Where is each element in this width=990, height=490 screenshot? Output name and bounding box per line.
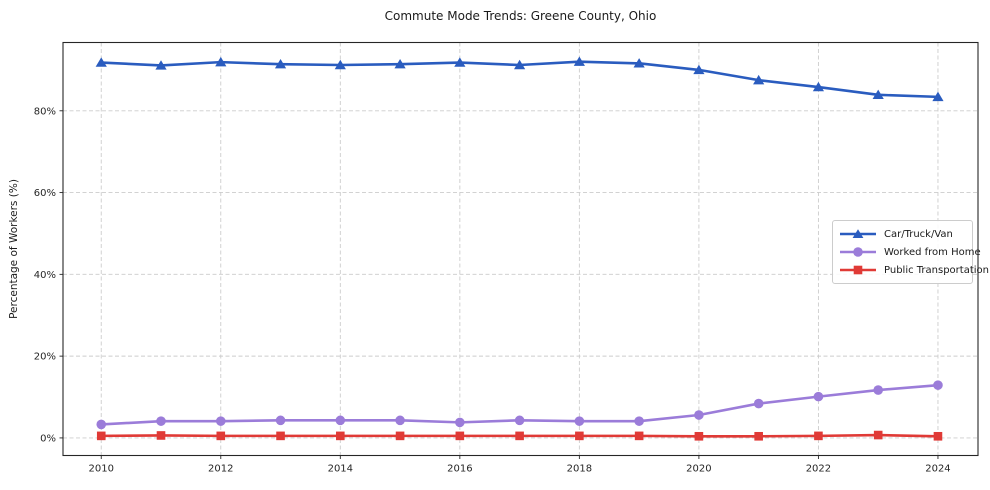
circle-marker bbox=[455, 417, 465, 428]
circle-marker bbox=[156, 416, 166, 426]
triangle-marker bbox=[334, 59, 346, 70]
triangle-marker bbox=[514, 59, 526, 70]
circle-marker bbox=[933, 380, 943, 390]
triangle-marker bbox=[633, 58, 645, 68]
triangle-marker bbox=[872, 89, 884, 100]
triangle-marker bbox=[215, 56, 227, 67]
square-marker bbox=[754, 431, 763, 441]
x-tick-label: 2012 bbox=[208, 464, 233, 475]
circle-marker bbox=[813, 391, 824, 402]
legend-item: Public Transportation bbox=[839, 261, 989, 279]
square-marker bbox=[933, 431, 943, 441]
square-marker bbox=[873, 430, 883, 440]
triangle-marker bbox=[95, 57, 107, 67]
chart-title: Commute Mode Trends: Greene County, Ohio bbox=[384, 9, 657, 23]
circle-marker bbox=[215, 416, 226, 426]
square-marker bbox=[455, 431, 465, 441]
circle-marker bbox=[574, 416, 585, 426]
legend-item: Worked from Home bbox=[839, 243, 981, 261]
legend-label: Worked from Home bbox=[884, 246, 981, 258]
circle-marker bbox=[275, 415, 286, 426]
x-tick-label: 2024 bbox=[925, 464, 950, 475]
y-tick-label: 40% bbox=[34, 270, 56, 281]
x-tick-label: 2016 bbox=[447, 464, 472, 475]
circle-marker bbox=[873, 385, 883, 395]
x-tick-label: 2020 bbox=[686, 464, 711, 475]
x-tick-label: 2010 bbox=[89, 464, 114, 475]
x-tick-label: 2022 bbox=[806, 464, 831, 475]
square-marker bbox=[575, 431, 584, 441]
triangle-marker bbox=[812, 81, 825, 92]
legend-label: Car/Truck/Van bbox=[884, 228, 953, 240]
circle-marker bbox=[694, 410, 704, 420]
triangle-marker bbox=[454, 57, 466, 67]
legend: Car/Truck/Van Worked from Home Public Tran… bbox=[832, 220, 989, 284]
circle-marker bbox=[335, 415, 346, 426]
legend-sample-square-icon bbox=[840, 265, 876, 275]
triangle-marker bbox=[274, 58, 287, 69]
x-tick-label: 2014 bbox=[328, 464, 353, 475]
square-marker bbox=[96, 431, 106, 441]
triangle-marker bbox=[753, 74, 765, 85]
square-marker bbox=[156, 431, 166, 440]
x-tick-label: 2018 bbox=[567, 464, 592, 475]
legend-item: Car/Truck/Van bbox=[839, 225, 966, 243]
circle-marker bbox=[395, 415, 405, 426]
triangle-marker bbox=[932, 91, 944, 102]
y-tick-label: 0% bbox=[40, 433, 56, 444]
square-marker bbox=[515, 431, 524, 441]
square-marker bbox=[336, 431, 345, 441]
axes-spines bbox=[62, 41, 979, 457]
y-tick-label: 80% bbox=[34, 106, 56, 117]
circle-marker bbox=[514, 415, 525, 426]
legend-label: Public Transportation bbox=[884, 264, 989, 276]
square-marker bbox=[276, 431, 285, 441]
circle-marker bbox=[753, 398, 764, 409]
square-marker bbox=[814, 431, 823, 441]
y-tick-label: 20% bbox=[34, 352, 56, 363]
triangle-marker bbox=[394, 58, 406, 69]
triangle-marker bbox=[573, 56, 585, 66]
square-marker bbox=[634, 431, 644, 441]
circle-marker bbox=[634, 416, 644, 426]
square-marker bbox=[216, 431, 226, 441]
square-marker bbox=[694, 431, 704, 441]
legend-sample-triangle-icon bbox=[840, 229, 876, 238]
legend-sample-circle-icon bbox=[840, 247, 876, 257]
triangle-marker bbox=[155, 60, 167, 70]
square-marker bbox=[395, 431, 405, 441]
circle-marker bbox=[96, 419, 107, 430]
y-tick-label: 60% bbox=[34, 188, 56, 199]
triangle-marker bbox=[693, 64, 705, 75]
